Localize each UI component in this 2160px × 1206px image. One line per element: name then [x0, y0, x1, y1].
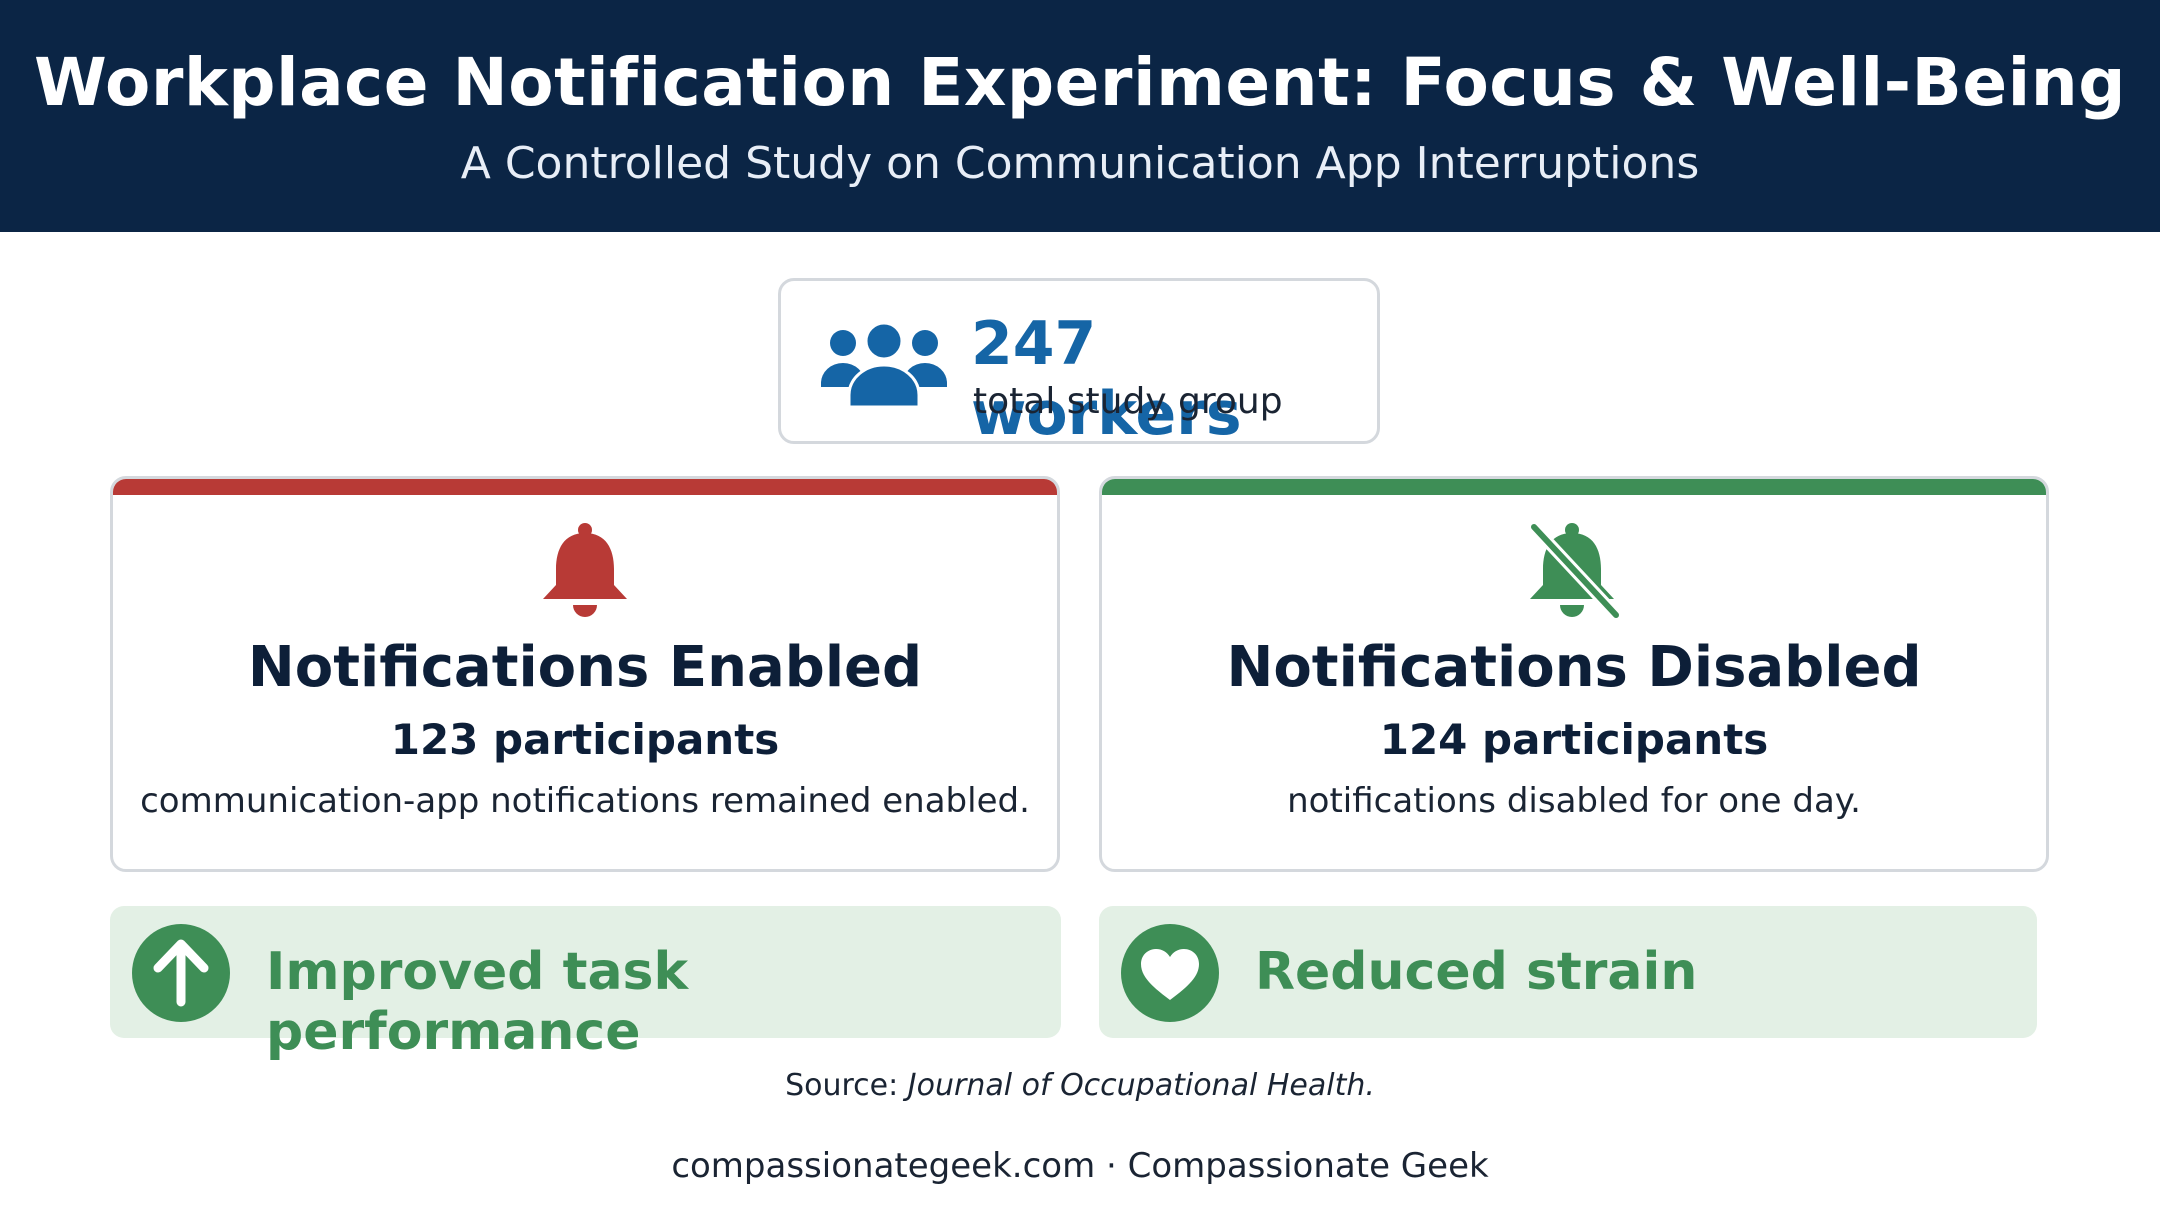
page-subtitle: A Controlled Study on Communication App … [460, 138, 1700, 189]
card-accent-bar [1102, 479, 2046, 495]
footer-credit: compassionategeek.com · Compassionate Ge… [671, 1146, 1489, 1186]
outcome-label: Improved task performance [266, 942, 689, 1062]
source-citation: Source: Journal of Occupational Health. [0, 1068, 2160, 1103]
page-title: Workplace Notification Experiment: Focus… [34, 44, 2126, 121]
group-card-disabled: Notifications Disabled 124 participants … [1099, 476, 2049, 872]
group-description: communication-app notifications remained… [140, 781, 1030, 821]
study-count: 247 workers [971, 309, 1242, 449]
study-caption: total study group [973, 381, 1283, 422]
study-group-box: 247 workers total study group [778, 278, 1380, 449]
heart-icon [1121, 924, 1219, 1022]
card-accent-bar [113, 479, 1057, 495]
outcome-performance: Improved task performance [110, 906, 1061, 1062]
people-icon [819, 321, 949, 413]
source-journal: Journal of Occupational Health. [907, 1068, 1375, 1103]
group-participants: 124 participants [1379, 715, 1769, 764]
group-title: Notifications Disabled [1226, 635, 1922, 700]
group-title: Notifications Enabled [247, 635, 923, 700]
outcome-strain: Reduced strain [1099, 906, 2037, 1038]
bell-icon [113, 521, 1057, 625]
bell-slash-icon [1102, 521, 2046, 625]
group-participants: 123 participants [390, 715, 780, 764]
group-description: notifications disabled for one day. [1287, 781, 1861, 821]
source-prefix: Source: [785, 1068, 899, 1103]
arrow-up-icon [132, 924, 230, 1022]
outcome-label: Reduced strain [1255, 942, 1698, 1002]
group-card-enabled: Notifications Enabled 123 participants c… [110, 476, 1060, 872]
header-banner: Workplace Notification Experiment: Focus… [0, 0, 2160, 232]
